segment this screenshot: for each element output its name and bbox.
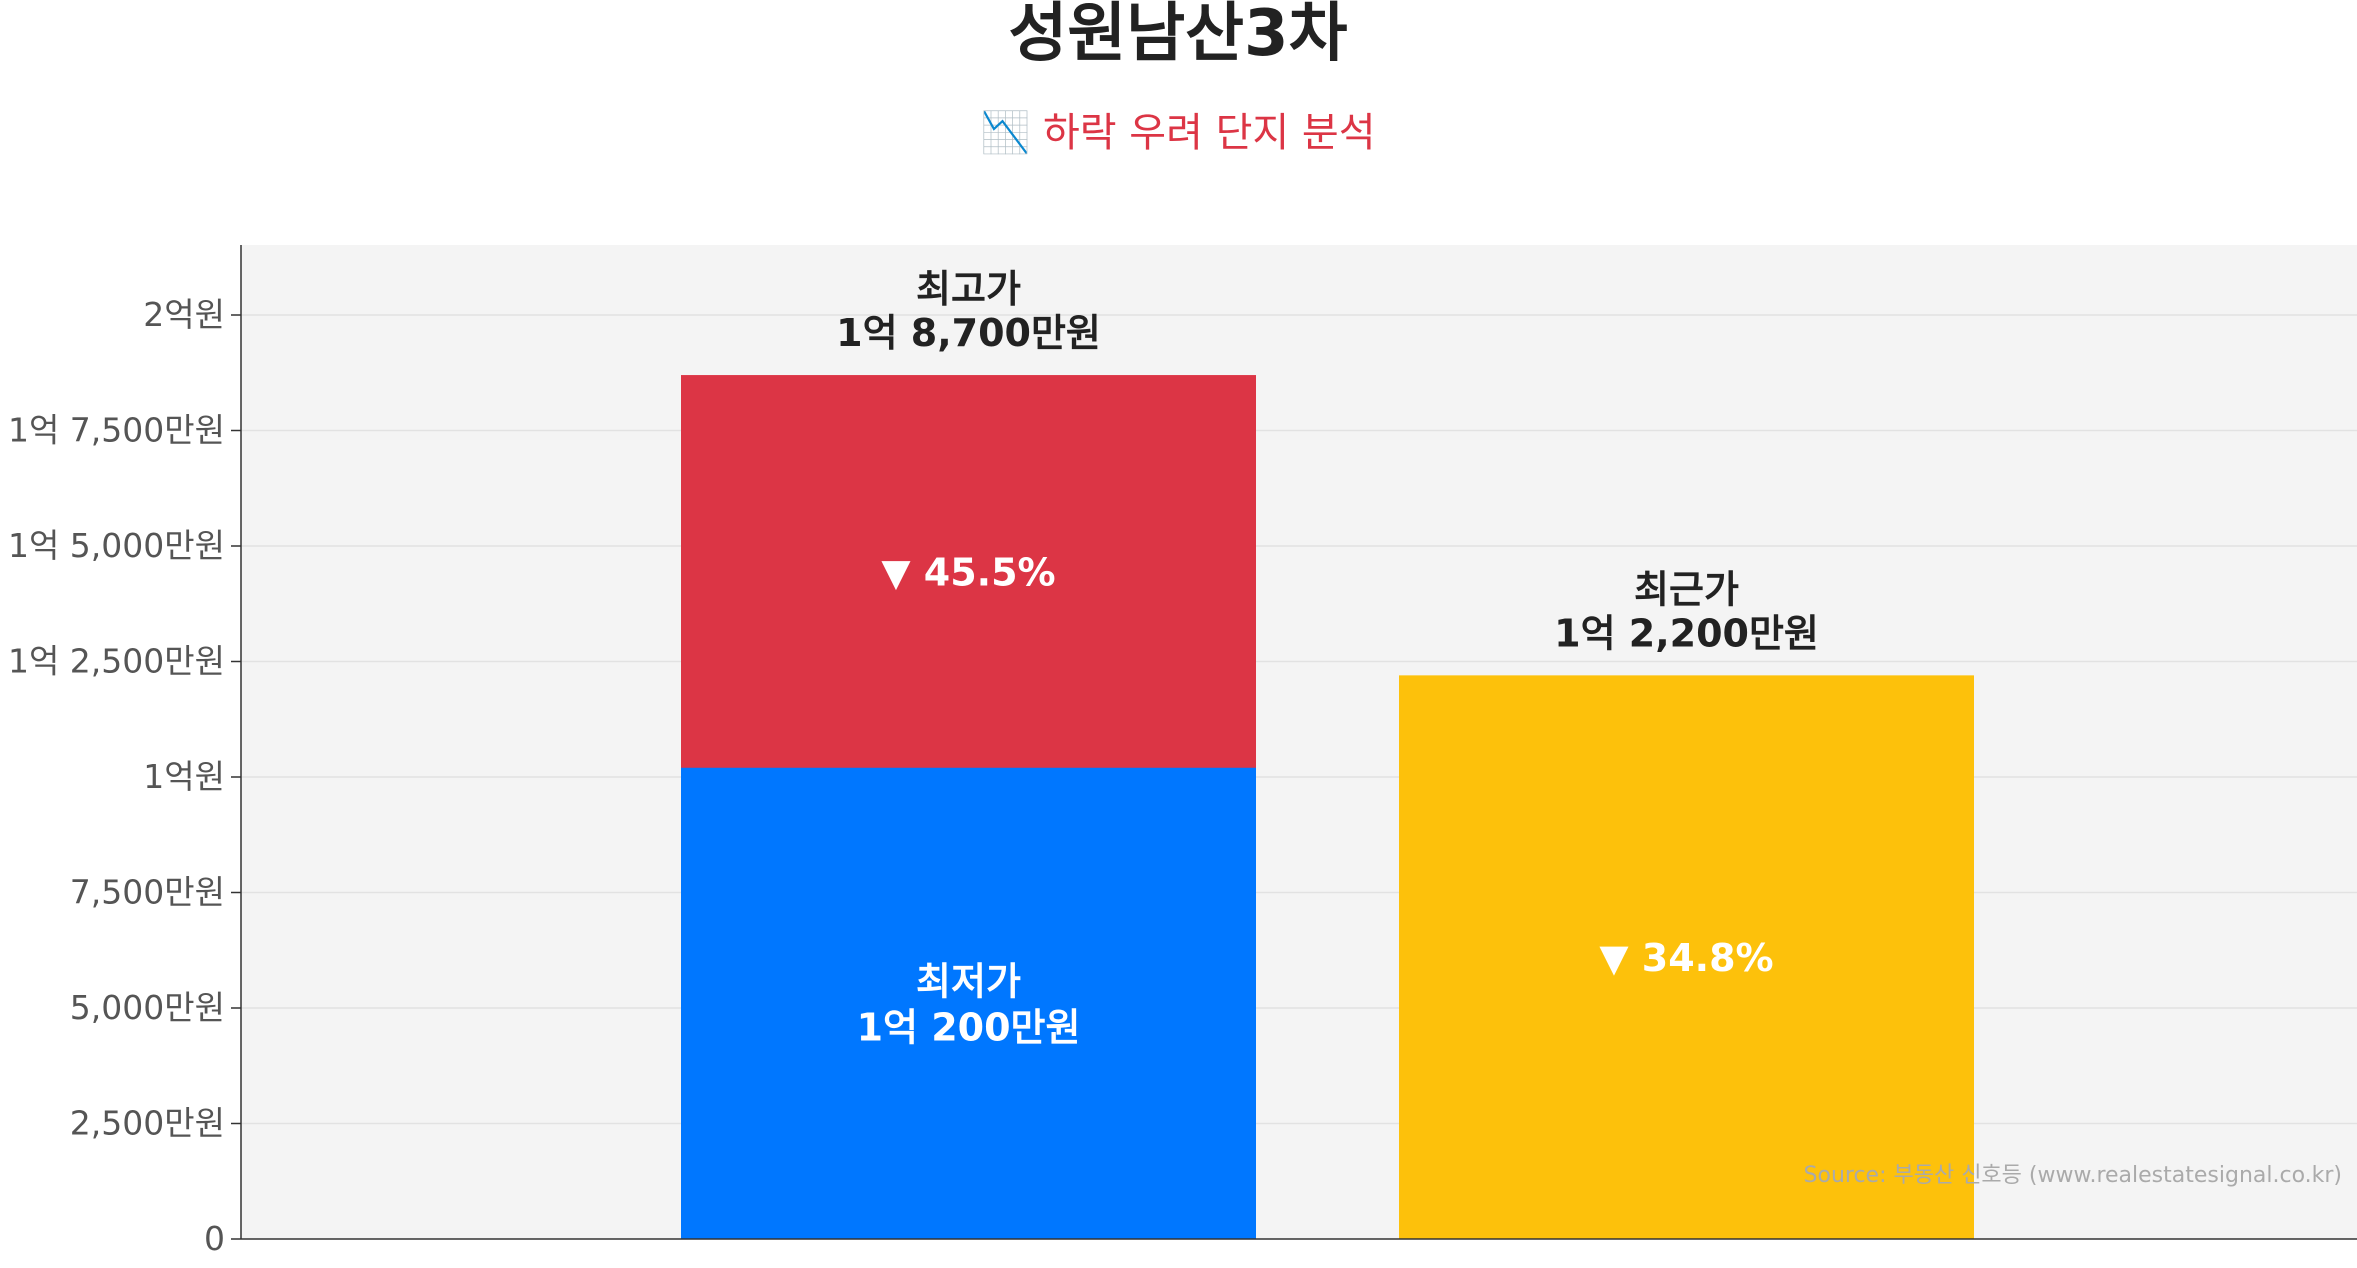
bar-change-label: ▼ 34.8% bbox=[1599, 936, 1773, 980]
bar-top-label-name: 최고가 bbox=[916, 267, 1021, 311]
bar-segment bbox=[681, 767, 1256, 1239]
bar-top-label-name: 최근가 bbox=[1634, 567, 1739, 611]
y-tick-label: 2억원 bbox=[143, 295, 225, 334]
y-axis: 0 2,500만원 5,000만원 7,500만원 1억원 1억 2,500만원 1억 5,… bbox=[8, 295, 241, 1258]
bar-segment bbox=[1399, 675, 1974, 1239]
y-tick-label: 0 bbox=[204, 1219, 225, 1258]
y-tick-label: 5,000만원 bbox=[70, 988, 225, 1027]
bars bbox=[681, 375, 1974, 1239]
chart-title: 성원남산3차 bbox=[1009, 0, 1348, 71]
plot-area bbox=[241, 245, 2357, 1239]
bar-top-label-value: 1억 8,700만원 bbox=[836, 311, 1101, 355]
y-tick-label: 1억 2,500만원 bbox=[8, 642, 225, 681]
bar-top-label-value: 1억 2,200만원 bbox=[1554, 611, 1819, 655]
bar-inner-label-name: 최저가 bbox=[916, 959, 1021, 1003]
y-tick-label: 1억 7,500만원 bbox=[8, 411, 225, 450]
y-tick-label: 1억 5,000만원 bbox=[8, 526, 225, 565]
chart-subtitle: 📉 하락 우려 단지 분석 bbox=[980, 109, 1375, 156]
y-tick-label: 1억원 bbox=[143, 757, 225, 796]
y-tick-label: 7,500만원 bbox=[70, 873, 225, 912]
source-note: Source: 부동산 신호등 (www.realestatesignal.co… bbox=[1804, 1163, 2342, 1188]
y-tick-label: 2,500만원 bbox=[70, 1104, 225, 1143]
gridlines bbox=[241, 314, 2357, 1125]
bar-change-label: ▼ 45.5% bbox=[881, 550, 1055, 594]
bar-inner-label-value: 1억 200만원 bbox=[857, 1005, 1081, 1049]
